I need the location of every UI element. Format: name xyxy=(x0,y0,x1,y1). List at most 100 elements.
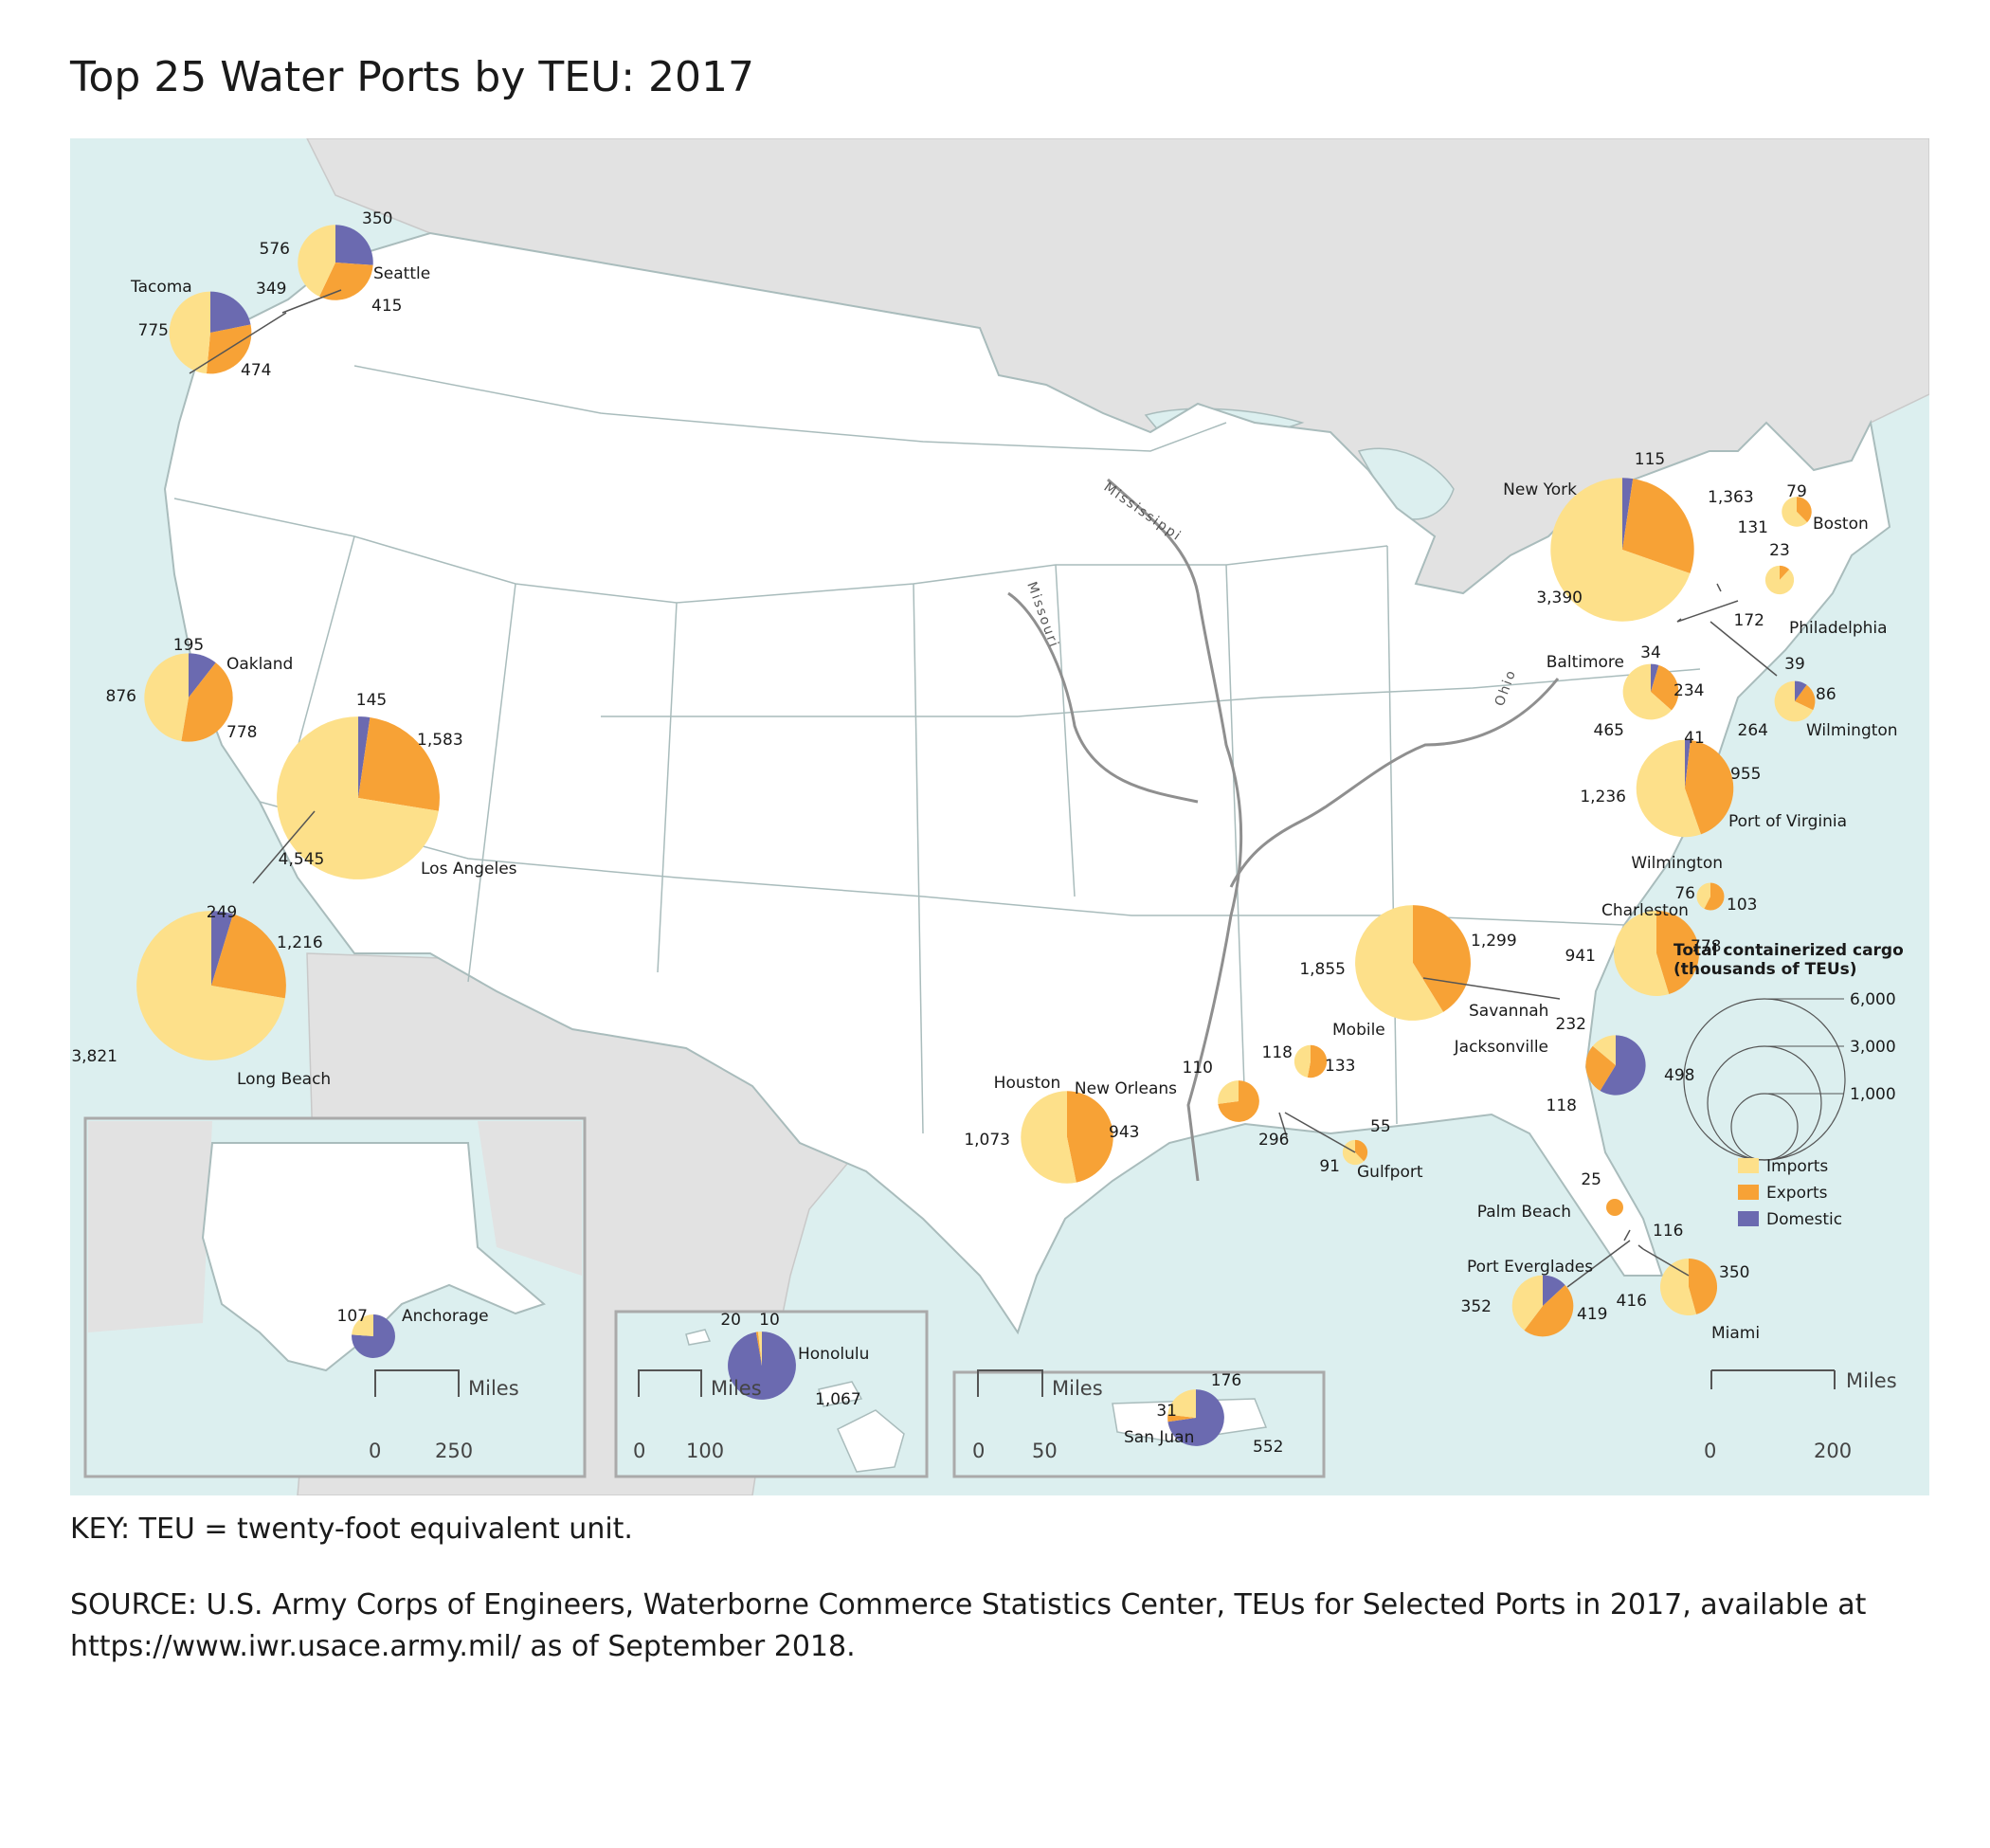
port-value-domestic: 249 xyxy=(207,903,237,922)
pie-slice-domestic xyxy=(352,1314,395,1358)
pie-slice-imports xyxy=(1764,565,1795,595)
port-value-exports: 234 xyxy=(1673,681,1704,700)
port-value-domestic: 349 xyxy=(256,280,286,299)
port-value-exports: 1,216 xyxy=(277,933,323,952)
port-name-label: Charleston xyxy=(1601,901,1689,920)
leader-line xyxy=(1566,1240,1631,1288)
port-name-label: Mobile xyxy=(1332,1021,1385,1040)
pie-slice-imports xyxy=(1355,905,1444,1021)
map-title: Top 25 Water Ports by TEU: 2017 xyxy=(70,53,755,101)
pie-slice-imports xyxy=(277,716,439,879)
pie-slice-exports xyxy=(1795,684,1816,711)
port-value-domestic: 41 xyxy=(1684,729,1705,748)
port-name-label: New York xyxy=(1503,480,1577,499)
pie-slice-exports xyxy=(1585,1045,1616,1091)
port-value-exports: 10 xyxy=(759,1311,780,1330)
port-name-label: Tacoma xyxy=(130,278,192,297)
pie-slice-domestic xyxy=(1622,478,1634,550)
port-value-imports: 20 xyxy=(720,1311,741,1330)
port-value-exports: 1,363 xyxy=(1708,488,1754,507)
port-value-exports: 1,583 xyxy=(417,731,463,750)
pie-slice-exports xyxy=(1524,1284,1574,1337)
port-value-imports: 1,073 xyxy=(964,1131,1010,1150)
pie-slice-imports xyxy=(1218,1080,1239,1104)
pie-slice-exports xyxy=(318,263,373,300)
scale-alaska-tick-1: 250 xyxy=(435,1440,473,1462)
port-value-exports: 86 xyxy=(1816,685,1836,704)
legend-title-line1: Total containerized cargo xyxy=(1673,941,1904,960)
pie-slice-domestic xyxy=(1795,680,1807,701)
legend-label-domestic: Domestic xyxy=(1766,1210,1842,1229)
pie-slice-domestic xyxy=(1685,739,1691,788)
pie-slice-exports xyxy=(1307,1044,1328,1078)
port-value-imports: 176 xyxy=(1211,1371,1241,1390)
port-value-imports: 172 xyxy=(1734,611,1764,630)
pie-slice-imports xyxy=(1511,1275,1543,1331)
port-name-label: Gulfport xyxy=(1357,1163,1423,1182)
port-value-imports: 576 xyxy=(260,240,290,259)
pie-slice-exports xyxy=(1797,497,1812,523)
pie-slice-imports xyxy=(136,911,285,1060)
legend-size-3000: 3,000 xyxy=(1850,1038,1896,1057)
leader-line xyxy=(1278,1112,1288,1138)
pie-slice-imports xyxy=(298,225,335,297)
port-value-imports: 76 xyxy=(1674,884,1695,903)
port-value-domestic: 115 xyxy=(1635,450,1665,469)
scale-bar-hawaii: Miles 0 100 xyxy=(633,1369,762,1462)
pie-slice-imports xyxy=(1782,497,1808,527)
inset-alaska xyxy=(83,1116,587,1478)
scale-bar-puerto-rico: Miles 0 50 xyxy=(972,1369,1103,1462)
port-name-label: Port of Virginia xyxy=(1728,812,1847,831)
port-value-exports: 419 xyxy=(1577,1305,1607,1324)
scale-hawaii-tick-1: 100 xyxy=(686,1440,724,1462)
pie-slice-exports xyxy=(1780,565,1790,580)
port-value-domestic: 34 xyxy=(1640,643,1661,662)
port-name-label: Baltimore xyxy=(1547,653,1624,672)
inset-puerto-rico xyxy=(952,1370,1326,1478)
mississippi-river xyxy=(1107,478,1243,1182)
pie-slice-exports xyxy=(755,1332,762,1366)
pie-slice-imports xyxy=(1622,663,1672,720)
us-ports-map: Mississippi Missouri Ohio Seattle5764153… xyxy=(70,138,1929,1495)
scale-main-tick-1: 200 xyxy=(1814,1440,1852,1462)
port-value-exports: 415 xyxy=(371,297,402,316)
pie-slice-exports xyxy=(1689,1258,1718,1314)
legend-label-imports: Imports xyxy=(1766,1157,1828,1176)
pie-slice-imports xyxy=(1614,911,1670,996)
size-legend: Total containerized cargo (thousands of … xyxy=(1673,941,1904,1229)
leader-line xyxy=(1422,977,1561,1000)
pie-slice-imports xyxy=(1592,1035,1616,1065)
pie-slice-imports xyxy=(757,1332,762,1366)
scale-bar-main: Miles 0 200 xyxy=(1704,1369,1897,1462)
pie-slice-exports xyxy=(1656,911,1699,995)
port-value-exports: 943 xyxy=(1109,1123,1139,1142)
pie-slice-exports xyxy=(1622,479,1694,574)
internal-boundaries xyxy=(173,365,1701,1134)
port-value-exports: 79 xyxy=(1786,482,1807,501)
port-name-label: Honolulu xyxy=(798,1345,869,1364)
port-value-imports: 876 xyxy=(106,687,136,706)
port-name-label: Oakland xyxy=(226,655,293,674)
port-name-label: New Orleans xyxy=(1075,1079,1177,1098)
port-value-imports: 775 xyxy=(138,321,169,340)
legend-label-exports: Exports xyxy=(1766,1184,1828,1203)
leader-line xyxy=(1637,1244,1644,1250)
port-value-imports: 941 xyxy=(1565,947,1596,966)
pie-slice-imports xyxy=(144,653,189,742)
pie-slice-imports xyxy=(1294,1044,1311,1078)
scale-main-tick-0: 0 xyxy=(1704,1440,1716,1462)
port-value-domestic: 145 xyxy=(356,691,387,710)
port-name-label: Savannah xyxy=(1469,1002,1548,1021)
port-value-domestic: 116 xyxy=(1653,1222,1683,1241)
port-value-exports: 232 xyxy=(1556,1015,1586,1034)
pie-slice-imports xyxy=(1021,1091,1076,1184)
pie-slice-exports xyxy=(1704,882,1725,911)
port-value-exports: 778 xyxy=(1691,937,1721,956)
port-name-label: San Juan xyxy=(1124,1428,1194,1447)
leader-line xyxy=(1284,1112,1356,1153)
pie-slice-exports xyxy=(211,914,286,999)
pie-slice-imports xyxy=(1774,680,1814,722)
pie-slice-exports xyxy=(181,662,233,742)
port-value-imports: 264 xyxy=(1738,721,1768,740)
pie-slice-domestic xyxy=(210,291,251,333)
